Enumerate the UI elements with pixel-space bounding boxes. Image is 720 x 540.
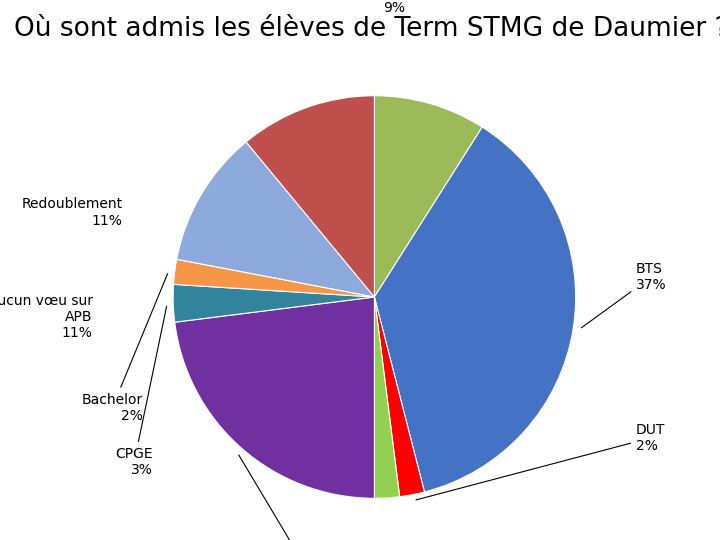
Wedge shape xyxy=(246,96,374,297)
Text: Bachelor
2%: Bachelor 2% xyxy=(81,274,168,423)
Text: CPGE
3%: CPGE 3% xyxy=(115,306,166,477)
Text: Aucun vœu sur
APB
11%: Aucun vœu sur APB 11% xyxy=(0,294,93,340)
Wedge shape xyxy=(174,259,374,297)
Wedge shape xyxy=(374,297,425,497)
Wedge shape xyxy=(374,127,576,492)
Wedge shape xyxy=(374,297,400,498)
Text: Licence
23%: Licence 23% xyxy=(239,455,351,540)
Text: Autre
9%: Autre 9% xyxy=(376,0,413,15)
Wedge shape xyxy=(173,285,374,322)
Text: Où sont admis les élèves de Term STMG de Daumier ?: Où sont admis les élèves de Term STMG de… xyxy=(14,16,720,42)
Wedge shape xyxy=(374,96,482,297)
Wedge shape xyxy=(176,142,374,297)
Text: DUT
2%: DUT 2% xyxy=(416,423,665,500)
Text: Redoublement
11%: Redoublement 11% xyxy=(22,197,123,227)
Wedge shape xyxy=(175,297,374,498)
Text: BTS
37%: BTS 37% xyxy=(582,262,667,328)
